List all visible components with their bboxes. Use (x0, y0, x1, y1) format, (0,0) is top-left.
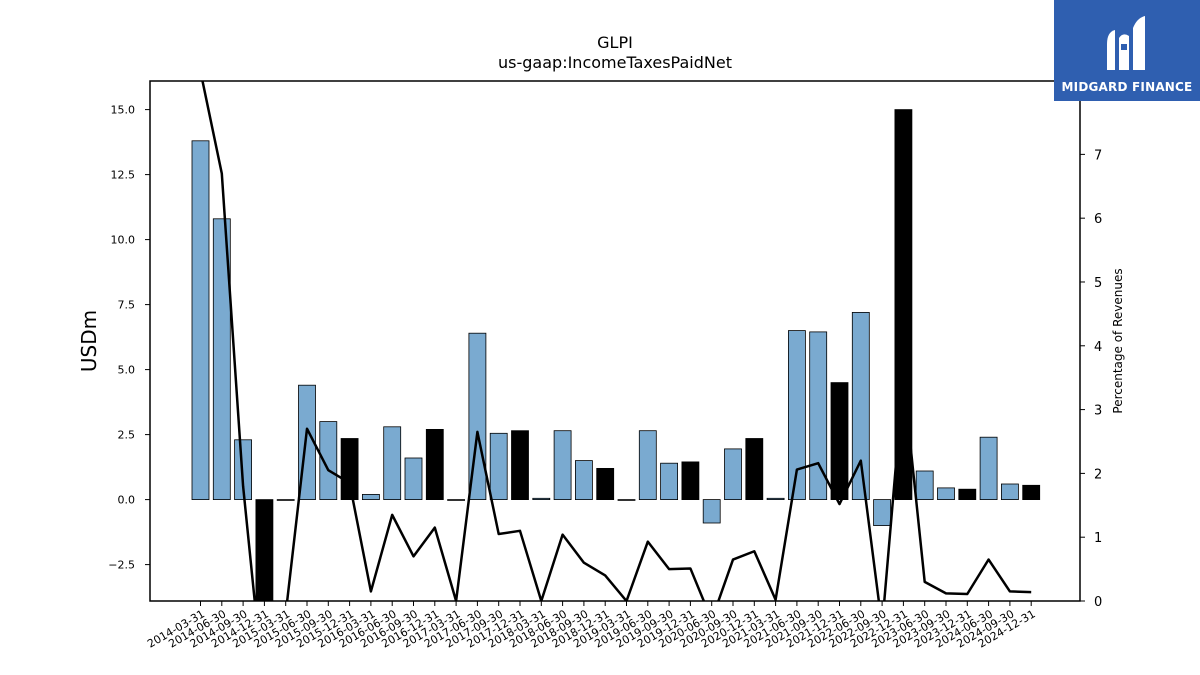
bar (1001, 483, 1019, 501)
axes-layer: −2.50.02.55.07.510.012.515.0012345672014… (108, 80, 1102, 651)
chart-subtitle: us-gaap:IncomeTaxesPaidNet (498, 53, 732, 72)
bar (830, 382, 849, 501)
bar (596, 467, 615, 500)
bar (979, 436, 998, 501)
bar (340, 438, 359, 500)
bars-layer (191, 109, 1041, 601)
y-tick-label: 7.5 (118, 299, 136, 312)
y2-tick-label: 0 (1094, 595, 1102, 610)
bar (1022, 484, 1041, 500)
y2-tick-label: 7 (1094, 148, 1102, 163)
bar (809, 331, 828, 500)
y2-tick-label: 5 (1094, 276, 1102, 291)
y2-tick-label: 3 (1094, 404, 1102, 419)
bar (532, 497, 551, 500)
bar (851, 311, 870, 500)
logo-text: MIDGARD FINANCE (1061, 79, 1193, 94)
bar (638, 430, 657, 501)
bar (553, 430, 572, 501)
bar (575, 460, 593, 501)
y2-tick-label: 2 (1094, 467, 1102, 482)
bar (788, 330, 806, 501)
midgard-finance-logo: MIDGARD FINANCE (1054, 0, 1200, 101)
y-tick-label: 12.5 (111, 169, 136, 182)
bar (276, 499, 295, 501)
y2-tick-label: 4 (1094, 340, 1102, 355)
y-tick-label: 10.0 (111, 234, 136, 247)
bar (319, 421, 338, 501)
y-tick-label: 0.0 (118, 494, 136, 507)
bar (383, 426, 402, 500)
y2-tick-label: 6 (1094, 212, 1102, 227)
plot-frame (149, 80, 1081, 602)
bar (361, 493, 380, 500)
chart-title: GLPI (597, 33, 633, 52)
bar (937, 487, 955, 500)
y-axis-label: USDm (77, 310, 101, 372)
bar (702, 499, 721, 524)
y2-axis-label: Percentage of Revenues (1111, 268, 1125, 413)
logo-mark-icon (1107, 15, 1145, 70)
bar (447, 499, 466, 501)
bar (958, 488, 977, 501)
bar (425, 428, 444, 500)
bar (489, 432, 508, 500)
bar (681, 461, 700, 500)
bar (766, 497, 785, 500)
y-tick-label: 15.0 (111, 104, 136, 117)
y2-tick-label: 1 (1094, 531, 1102, 546)
bar (915, 470, 934, 501)
bar (212, 218, 231, 500)
revenue-percentage-line (201, 81, 1032, 601)
bar (873, 499, 891, 527)
bar (511, 430, 529, 501)
bar (255, 499, 274, 601)
bar (660, 462, 678, 501)
bar (894, 109, 913, 500)
bar (724, 448, 742, 500)
y-tick-label: 5.0 (118, 364, 136, 377)
bar (404, 457, 423, 500)
bar (617, 499, 636, 501)
line-layer (201, 81, 1032, 601)
bar (745, 438, 764, 500)
y-tick-label: 2.5 (118, 429, 136, 442)
bar (191, 140, 210, 500)
y-tick-label: −2.5 (108, 559, 135, 572)
